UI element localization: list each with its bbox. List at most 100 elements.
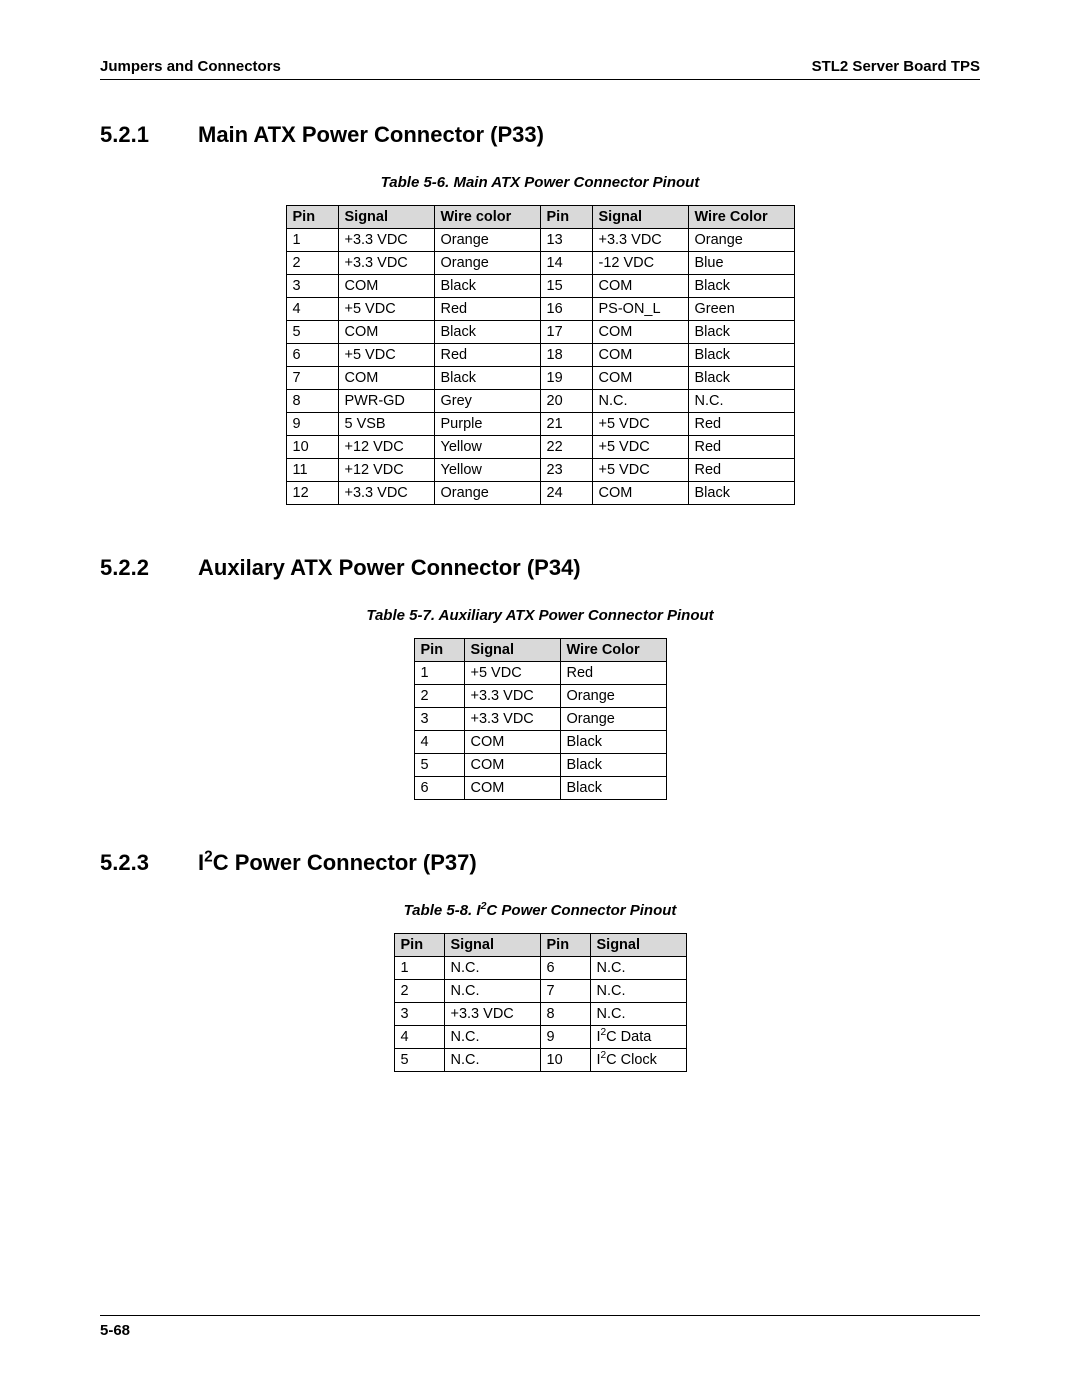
table-row: 4COMBlack [414,731,666,754]
table-cell: 20 [540,390,592,413]
table-cell: Blue [688,252,794,275]
table-row: 1N.C.6N.C. [394,957,686,980]
table-cell: +3.3 VDC [338,482,434,505]
table-cell: COM [338,275,434,298]
table-cell: N.C. [590,980,686,1003]
table-cell: COM [464,754,560,777]
table-cell: 3 [286,275,338,298]
table-row: 1+5 VDCRed [414,662,666,685]
column-header: Signal [592,206,688,229]
table-cell: 1 [286,229,338,252]
table-cell: 2 [394,980,444,1003]
column-header: Pin [394,934,444,957]
column-header: Signal [444,934,540,957]
section-title: I2C Power Connector (P37) [198,850,477,876]
table-row: 1+3.3 VDCOrange13+3.3 VDCOrange [286,229,794,252]
column-header: Signal [464,639,560,662]
table-cell: 17 [540,321,592,344]
table-cell: 12 [286,482,338,505]
table-cell: PS-ON_L [592,298,688,321]
table-cell: I2C Clock [590,1049,686,1072]
header-right: STL2 Server Board TPS [812,58,980,75]
table-row: 12+3.3 VDCOrange24COMBlack [286,482,794,505]
table-cell: Red [688,459,794,482]
table-cell: Red [560,662,666,685]
table8: PinSignalPinSignal 1N.C.6N.C.2N.C.7N.C.3… [394,933,687,1072]
table-cell: COM [592,321,688,344]
table-cell: Black [434,367,540,390]
table-cell: Orange [434,229,540,252]
table-cell: Purple [434,413,540,436]
table-cell: PWR-GD [338,390,434,413]
table-cell: 13 [540,229,592,252]
table-cell: 24 [540,482,592,505]
table-cell: 14 [540,252,592,275]
table-row: 10+12 VDCYellow22+5 VDCRed [286,436,794,459]
table-cell: 6 [286,344,338,367]
table-row: 5N.C.10I2C Clock [394,1049,686,1072]
table-cell: Orange [560,685,666,708]
table-cell: 1 [414,662,464,685]
table-cell: +3.3 VDC [464,685,560,708]
table-cell: COM [592,482,688,505]
header-left: Jumpers and Connectors [100,58,281,75]
table6: PinSignalWire colorPinSignalWire Color 1… [286,205,795,505]
table-cell: Black [434,275,540,298]
table-cell: 18 [540,344,592,367]
table-cell: Black [560,777,666,800]
column-header: Pin [540,206,592,229]
table-cell: COM [592,344,688,367]
table-cell: +3.3 VDC [592,229,688,252]
table-cell: N.C. [444,957,540,980]
section-title: Main ATX Power Connector (P33) [198,122,544,148]
table-cell: 5 VSB [338,413,434,436]
column-header: Pin [414,639,464,662]
table-cell: 1 [394,957,444,980]
column-header: Signal [590,934,686,957]
table-cell: Green [688,298,794,321]
section-number: 5.2.3 [100,850,198,876]
table-cell: Black [434,321,540,344]
section-number: 5.2.1 [100,122,198,148]
page-header: Jumpers and Connectors STL2 Server Board… [100,58,980,80]
table-row: 5COMBlack17COMBlack [286,321,794,344]
table-row: 4+5 VDCRed16PS-ON_LGreen [286,298,794,321]
table-cell: +5 VDC [592,459,688,482]
table-cell: 8 [286,390,338,413]
table-row: 7COMBlack19COMBlack [286,367,794,390]
table-cell: N.C. [590,957,686,980]
table-cell: 8 [540,1003,590,1026]
table-cell: +3.3 VDC [444,1003,540,1026]
table-cell: COM [592,367,688,390]
table-cell: Orange [688,229,794,252]
column-header: Wire Color [560,639,666,662]
page: Jumpers and Connectors STL2 Server Board… [0,0,1080,1397]
column-header: Signal [338,206,434,229]
table-cell: 23 [540,459,592,482]
page-number: 5-68 [100,1315,980,1339]
table-row: 2N.C.7N.C. [394,980,686,1003]
table-cell: Black [560,731,666,754]
table-cell: Orange [434,252,540,275]
table-row: 8PWR-GDGrey20N.C.N.C. [286,390,794,413]
table-row: 3COMBlack15COMBlack [286,275,794,298]
table8-caption: Table 5-8. I2C Power Connector Pinout [100,902,980,919]
table-cell: 5 [414,754,464,777]
table-cell: COM [592,275,688,298]
column-header: Pin [286,206,338,229]
section-heading-523: 5.2.3 I2C Power Connector (P37) [100,850,980,876]
table-cell: Orange [434,482,540,505]
table-cell: +3.3 VDC [464,708,560,731]
section-heading-522: 5.2.2 Auxilary ATX Power Connector (P34) [100,555,980,581]
table-cell: 19 [540,367,592,390]
table-cell: 11 [286,459,338,482]
table-cell: 3 [394,1003,444,1026]
table-cell: 21 [540,413,592,436]
table-cell: Black [688,275,794,298]
table-cell: 4 [394,1026,444,1049]
table-row: 4N.C.9I2C Data [394,1026,686,1049]
table-cell: Black [688,367,794,390]
table-cell: 6 [414,777,464,800]
table-cell: Black [688,321,794,344]
table-row: 6COMBlack [414,777,666,800]
